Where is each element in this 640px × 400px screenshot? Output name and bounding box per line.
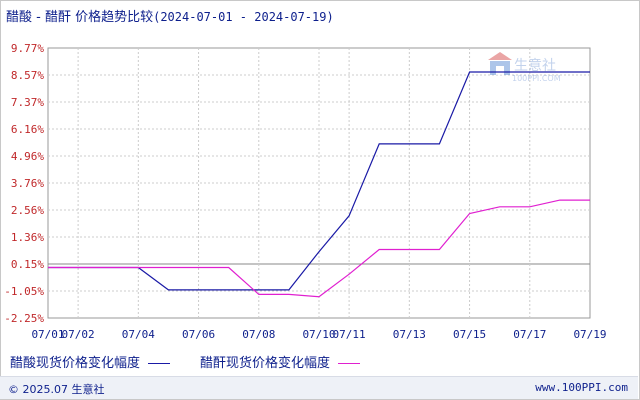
y-tick-label: 1.36%	[11, 231, 44, 244]
y-tick-label: 3.76%	[11, 177, 44, 190]
watermark-brand: 生意社	[514, 57, 556, 74]
chart-title: 醋酸 - 醋酐 价格趋势比较(2024-07-01 - 2024-07-19)	[6, 6, 334, 25]
x-tick-label: 07/04	[122, 328, 155, 341]
y-tick-label: 8.57%	[11, 69, 44, 82]
legend-swatch-acetic-acid	[148, 363, 171, 364]
y-tick-label: -2.25%	[4, 312, 44, 325]
y-tick-label: 0.15%	[11, 258, 44, 271]
x-tick-label: 07/08	[242, 328, 275, 341]
y-tick-label: 6.16%	[11, 123, 44, 136]
chart-grid	[47, 47, 591, 319]
x-tick-label: 07/02	[62, 328, 95, 341]
chart-series	[48, 71, 590, 298]
y-tick-label: -1.05%	[4, 285, 44, 298]
x-tick-label: 07/06	[182, 328, 215, 341]
x-tick-label: 07/10	[302, 328, 335, 341]
x-tick-label: 07/15	[453, 328, 486, 341]
x-tick-label: 07/17	[513, 328, 546, 341]
legend-item-acetic-anhydride: 醋酐现货价格变化幅度	[200, 352, 361, 371]
x-tick-label: 07/13	[393, 328, 426, 341]
x-tick-label: 07/11	[333, 328, 366, 341]
legend-swatch-acetic-anhydride	[338, 363, 361, 364]
footer-site-link[interactable]: www.100PPI.com	[535, 381, 628, 394]
legend-label-acetic-anhydride: 醋酐现货价格变化幅度	[200, 356, 331, 371]
chart-title-text: 醋酸 - 醋酐 价格趋势比较	[6, 10, 154, 25]
footer-copyright: © 2025.07 生意社	[8, 383, 105, 396]
chart-date-range: (2024-07-01 - 2024-07-19)	[153, 10, 334, 24]
legend-label-acetic-acid: 醋酸现货价格变化幅度	[10, 356, 141, 371]
y-tick-label: 9.77%	[11, 42, 44, 55]
y-tick-label: 4.96%	[11, 150, 44, 163]
x-tick-label: 07/01	[31, 328, 64, 341]
y-tick-label: 7.37%	[11, 96, 44, 109]
footer-bar: © 2025.07 生意社 www.100PPI.com	[0, 376, 638, 399]
series-line-2	[48, 199, 590, 298]
y-tick-label: 2.56%	[11, 204, 44, 217]
y-axis-ticks: 9.77% 8.57% 7.37% 6.16% 4.96% 3.76% 2.56% 1.36%…	[4, 42, 44, 325]
x-tick-label: 07/19	[573, 328, 606, 341]
watermark: 生意社 100PPI.COM	[488, 52, 561, 83]
watermark-url: 100PPI.COM	[512, 74, 561, 83]
legend-item-acetic-acid: 醋酸现货价格变化幅度	[10, 352, 171, 371]
